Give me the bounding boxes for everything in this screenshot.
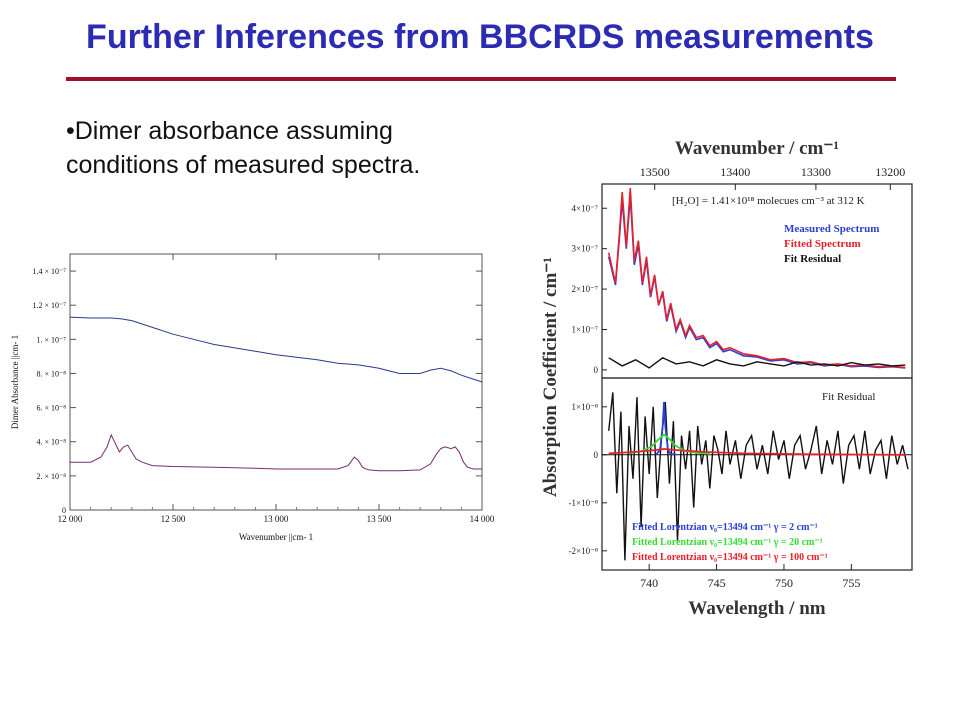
upper-legend-entry: Fit Residual: [784, 253, 841, 265]
y-tick-label: 0: [62, 506, 66, 515]
series-line-1: [70, 433, 482, 472]
figure-background: [536, 128, 920, 624]
lower-legend-entry: Fitted Lorentzian ν₀=13494 cm⁻¹ γ = 100 …: [632, 552, 828, 563]
upper-y-tick-label: 3×10⁻⁷: [572, 244, 598, 254]
absorption-spectrum-chart: Wavenumber / cm⁻¹ 13500 13400 13300 13200 0 1×…: [536, 128, 920, 624]
series-line-0: [69, 316, 483, 383]
lower-series-0: [608, 392, 909, 561]
x-tick-label: 12 500: [161, 514, 186, 524]
x-tick-label: 745: [708, 576, 726, 590]
y-tick-label: 6. × 10⁻⁸: [36, 404, 66, 413]
y-axis-label: Dimer Absorbance ||cm- 1: [10, 335, 20, 429]
lower-annotation: Fit Residual: [822, 391, 875, 403]
dimer-absorbance-chart: 12 000 12 500 13 000 13 500 14 000 0 2. × 10⁻⁸…: [10, 253, 495, 542]
lower-legend-entry: Fitted Lorentzian ν₀=13494 cm⁻¹ γ = 2 cm…: [632, 522, 818, 533]
x-tick-label: 13 500: [367, 514, 392, 524]
title-divider: [66, 77, 896, 81]
upper-series-2: [608, 356, 906, 369]
plot-frame: [69, 253, 483, 511]
x-tick-label: 13 000: [264, 514, 289, 524]
lower-y-tick-label: -2×10⁻⁸: [569, 546, 598, 556]
lower-y-tick-label: 1×10⁻⁸: [572, 402, 598, 412]
lower-y-tick-label: 0: [594, 450, 599, 460]
upper-legend-entry: Measured Spectrum: [784, 223, 879, 235]
y-tick-label: 2. × 10⁻⁸: [36, 472, 66, 481]
y-tick-label: 8. × 10⁻⁸: [36, 369, 66, 378]
x-tick-label: 12 000: [58, 514, 83, 524]
upper-annotation: [H₂O] = 1.41×10¹⁸ molecues cm⁻³ at 312 K: [672, 195, 865, 207]
top-tick-label: 13200: [875, 165, 905, 179]
upper-y-tick-label: 0: [594, 365, 599, 375]
x-tick-label: 750: [775, 576, 793, 590]
top-tick-label: 13400: [720, 165, 750, 179]
y-tick-label: 4. × 10⁻⁸: [36, 438, 66, 447]
lower-legend-entry: Fitted Lorentzian ν₀=13494 cm⁻¹ γ = 20 c…: [632, 537, 823, 548]
lower-series-2: [628, 433, 710, 455]
upper-y-tick-label: 1×10⁻⁷: [572, 325, 598, 335]
lower-series-1: [655, 401, 677, 456]
top-tick-label: 13300: [801, 165, 831, 179]
y-tick-label: 1. × 10⁻⁷: [36, 335, 66, 344]
y-tick-label: 1.2 × 10⁻⁷: [32, 301, 66, 310]
top-axis-label: Wavenumber / cm⁻¹: [675, 138, 839, 159]
y-axis-label: Absorption Coefficient / cm⁻¹: [540, 257, 561, 497]
x-axis-label: Wavelength / nm: [688, 598, 825, 619]
x-axis-label: Wavenumber ||cm- 1: [239, 532, 313, 542]
upper-y-tick-label: 2×10⁻⁷: [572, 284, 598, 294]
bullet-text: •Dimer absorbance assuming conditions of…: [66, 117, 421, 179]
lower-series-3: [608, 448, 906, 456]
x-tick-label: 740: [640, 576, 658, 590]
lower-panel-frame: [601, 377, 913, 571]
y-tick-label: 1.4 × 10⁻⁷: [32, 267, 66, 276]
upper-legend-entry: Fitted Spectrum: [784, 238, 861, 250]
lower-y-tick-label: -1×10⁻⁸: [569, 498, 598, 508]
slide-title: Further Inferences from BBCRDS measureme…: [86, 18, 874, 56]
upper-y-tick-label: 4×10⁻⁷: [572, 203, 598, 213]
x-tick-label: 755: [842, 576, 860, 590]
x-tick-label: 14 000: [470, 514, 495, 524]
top-tick-label: 13500: [640, 165, 670, 179]
